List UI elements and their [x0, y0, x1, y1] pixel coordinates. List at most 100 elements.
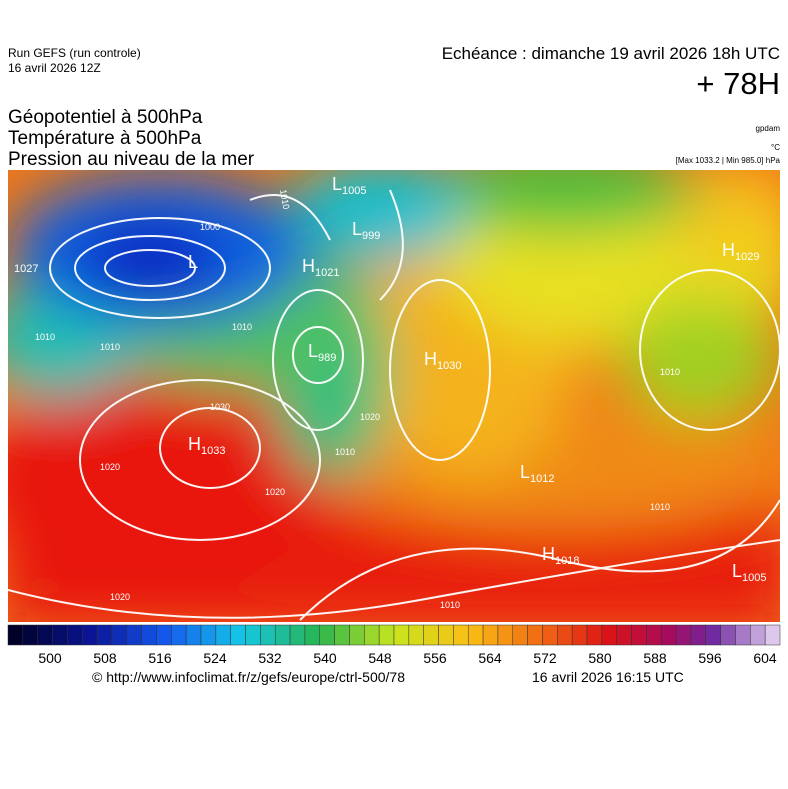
- center-value: 1029: [735, 251, 759, 263]
- colorbar-swatch: [81, 624, 98, 646]
- colorbar-swatch: [111, 624, 128, 646]
- colorbar-swatch: [720, 624, 736, 646]
- colorbar-swatch: [364, 624, 380, 646]
- center-type: L: [332, 174, 342, 194]
- lead-time: + 78H: [696, 66, 780, 101]
- colorbar-swatch: [245, 624, 261, 646]
- unit: °C: [771, 143, 780, 152]
- colorbar-swatch: [7, 624, 24, 646]
- colorbar-swatch: [660, 624, 677, 646]
- colorbar-swatch: [349, 624, 365, 646]
- isobar-label: 1010: [440, 600, 460, 610]
- center-type: H: [188, 434, 201, 454]
- center-type: L: [188, 252, 198, 272]
- isobar-label: 1010: [278, 189, 291, 210]
- colorbar-label: 540: [313, 650, 337, 666]
- colorbar-swatch: [22, 624, 38, 646]
- center-value: 1005: [742, 572, 766, 584]
- colorbar-label: 524: [203, 650, 227, 666]
- colorbar-swatch: [527, 624, 543, 646]
- center-value: 989: [318, 352, 336, 364]
- colorbar-swatch: [230, 624, 246, 646]
- center-type: H: [302, 256, 315, 276]
- colorbar-swatch: [52, 624, 68, 646]
- center-value: 1033: [201, 445, 225, 457]
- colorbar-swatch: [185, 624, 202, 646]
- colorbar-swatch: [690, 624, 707, 646]
- colorbar-swatch: [586, 624, 603, 646]
- isobar-label: 1030: [210, 402, 230, 412]
- field: [8, 170, 780, 622]
- pressure-center: H1033: [188, 434, 225, 457]
- center-value: 1012: [530, 473, 554, 485]
- colorbar-swatch: [482, 624, 499, 646]
- echeance: Echéance : dimanche 19 avril 2026 18h UT…: [441, 44, 780, 63]
- isobar-label: 1010: [650, 502, 670, 512]
- unit: gpdam: [755, 124, 780, 133]
- title: Géopotentiel à 500hPa: [8, 107, 203, 128]
- pressure-center: L1005: [332, 174, 367, 197]
- colorbar-label: 564: [478, 650, 502, 666]
- isobar-label: 1010: [35, 332, 55, 342]
- colorbar-label: 516: [148, 650, 172, 666]
- colorbar-swatch: [512, 624, 528, 646]
- colorbar-swatch: [497, 624, 514, 646]
- isobar-label: 1020: [100, 462, 120, 472]
- pressure-center: H1029: [722, 240, 759, 263]
- colorbar-swatch: [96, 624, 113, 646]
- run-name: Run GEFS (run controle): [8, 46, 141, 60]
- isobar-label: 1020: [110, 592, 130, 602]
- colorbar-swatch: [423, 624, 439, 646]
- colorbar-label: 508: [93, 650, 117, 666]
- colorbar-swatch: [764, 624, 781, 646]
- colorbar-label: 580: [588, 650, 612, 666]
- center-type: L: [520, 462, 530, 482]
- pressure-center: H1018: [542, 544, 579, 567]
- isobar-label: 1010: [660, 367, 680, 377]
- colorbar-label: 596: [698, 650, 722, 666]
- colorbar-swatch: [631, 624, 647, 646]
- center-type: L: [732, 561, 742, 581]
- isobar-label: 1010: [100, 342, 120, 352]
- colorbar-label: 532: [258, 650, 282, 666]
- colorbar-swatch: [646, 624, 662, 646]
- center-value: 1027: [14, 263, 38, 275]
- colorbar-swatch: [453, 624, 469, 646]
- colorbar-swatch: [438, 624, 454, 646]
- footer-url: © http://www.infoclimat.fr/z/gefs/europe…: [92, 669, 406, 685]
- center-value: 1021: [315, 267, 339, 279]
- colorbar-label: 572: [533, 650, 557, 666]
- colorbar-swatch: [304, 624, 321, 646]
- colorbar-swatch: [601, 624, 617, 646]
- colorbar-label: 548: [368, 650, 392, 666]
- colorbar-label: 500: [38, 650, 62, 666]
- run-date: 16 avril 2026 12Z: [8, 61, 101, 75]
- colorbar-label: 604: [753, 650, 777, 666]
- colorbar-swatch: [557, 624, 573, 646]
- colorbar-swatch: [126, 624, 142, 646]
- center-value: 1030: [437, 360, 461, 372]
- title: Pression au niveau de la mer: [8, 149, 255, 170]
- colorbar-swatch: [616, 624, 632, 646]
- colorbar-swatch: [215, 624, 231, 646]
- colorbar-swatch: [378, 624, 395, 646]
- pressure-center: 1027: [14, 263, 38, 275]
- colorbar-swatch: [156, 624, 172, 646]
- colorbar-swatch: [37, 624, 53, 646]
- colorbar-swatch: [705, 624, 721, 646]
- colorbar-swatch: [542, 624, 558, 646]
- center-type: L: [308, 341, 318, 361]
- colorbar-swatch: [274, 624, 291, 646]
- pressure-center: L989: [308, 341, 336, 364]
- colorbar-swatch: [200, 624, 217, 646]
- colorbar-swatch: [393, 624, 410, 646]
- colorbar-swatch: [67, 624, 83, 646]
- center-type: L: [352, 219, 362, 239]
- colorbar-swatch: [334, 624, 350, 646]
- colorbar-swatch: [141, 624, 157, 646]
- center-type: H: [722, 240, 735, 260]
- center-type: H: [424, 349, 437, 369]
- pressure-center: L: [188, 252, 198, 272]
